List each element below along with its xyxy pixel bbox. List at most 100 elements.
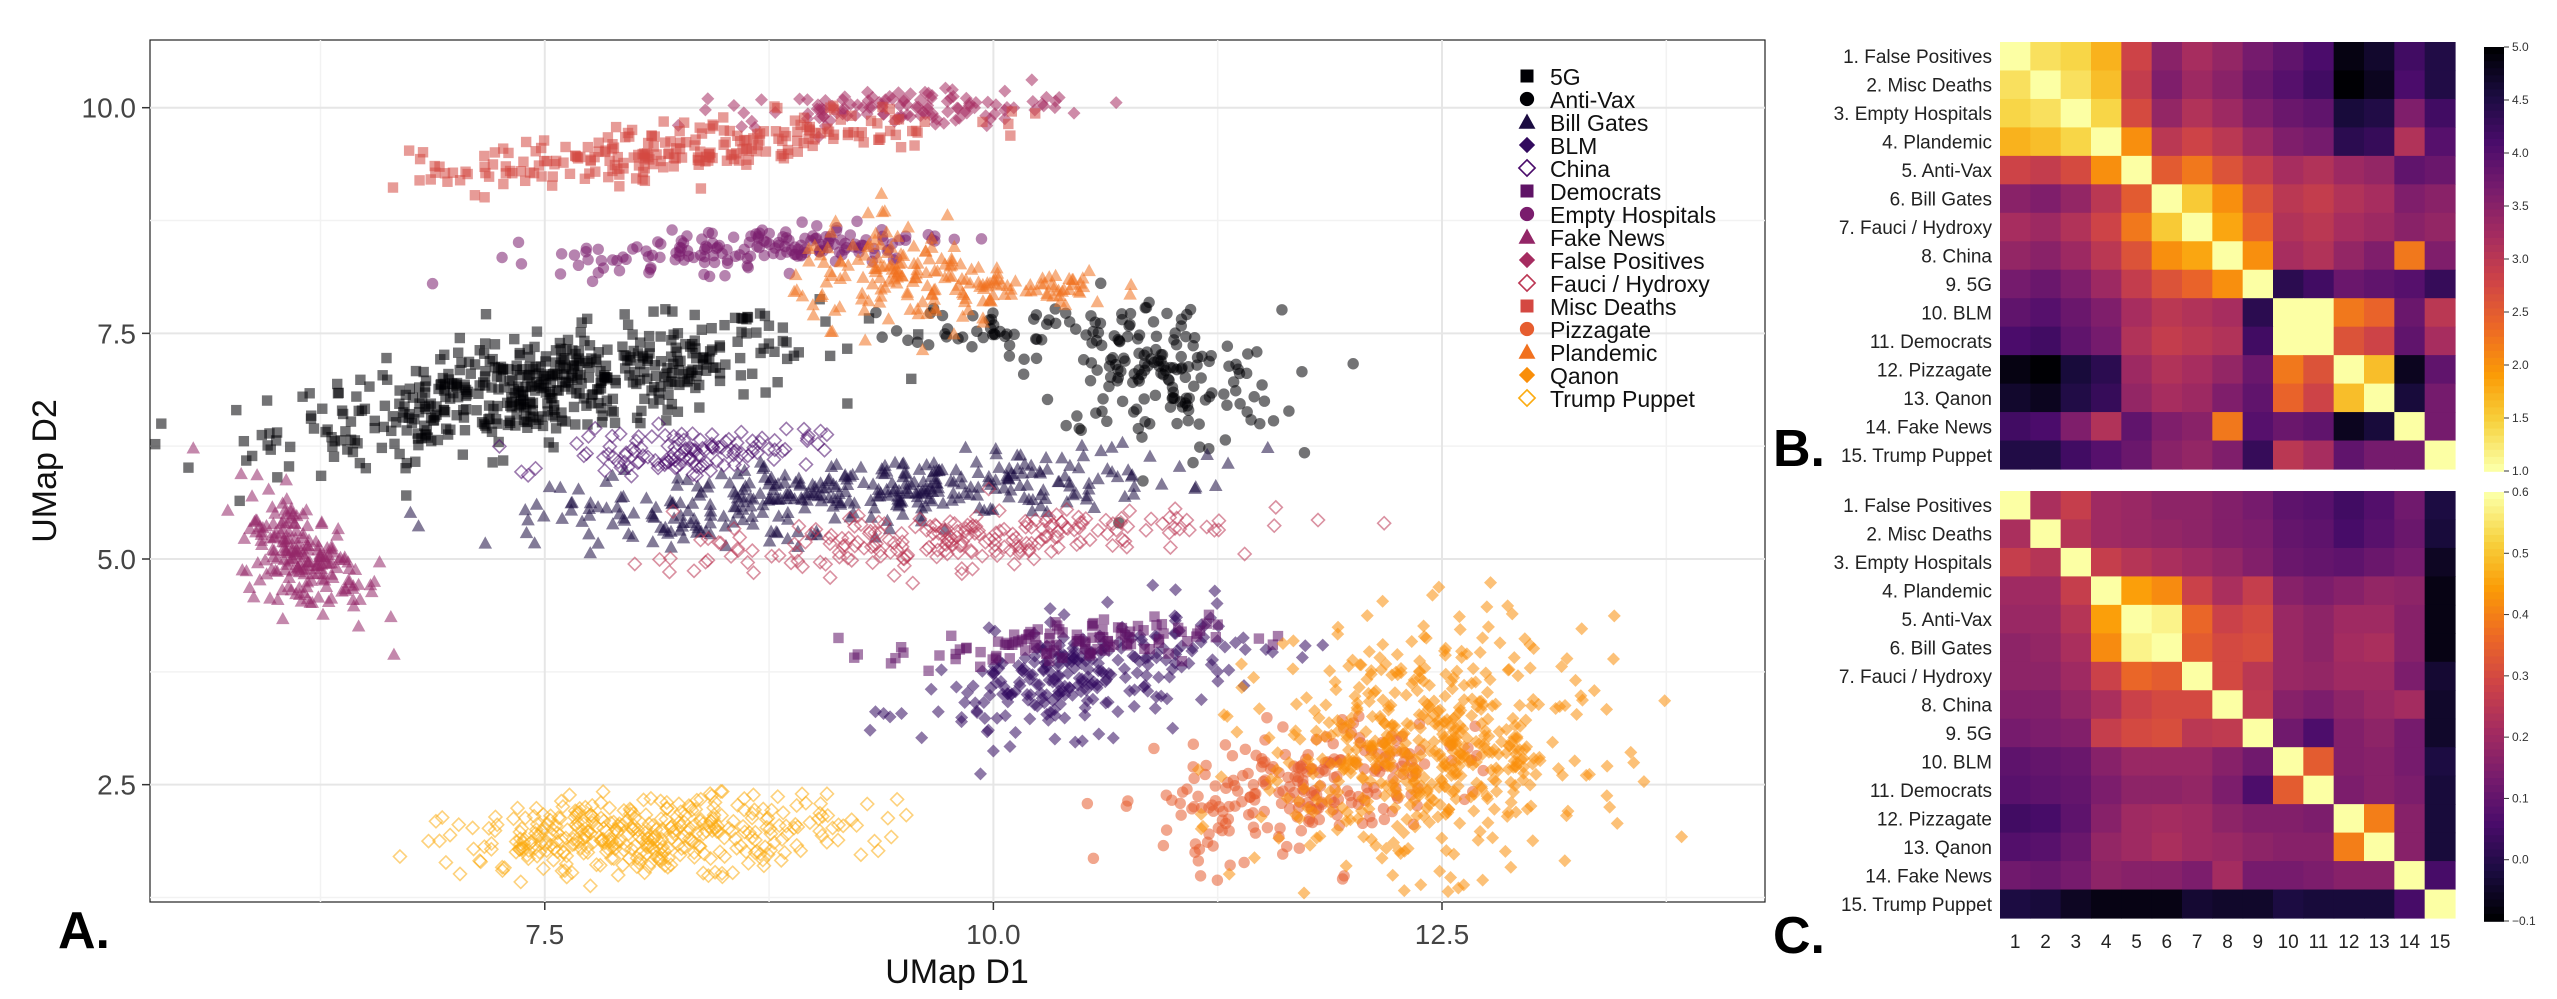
legend-marker [1519,206,1535,222]
heatmap-cell [2182,326,2213,356]
data-point [1257,756,1269,769]
heatmap-cell [2394,604,2426,634]
heatmap-cell [2212,42,2244,72]
heatmap-cell [2121,298,2153,328]
heatmap-cell [2030,42,2062,72]
heatmap-cell [2273,440,2304,470]
data-point [774,443,791,459]
data-point [618,445,634,461]
data-point [612,426,628,442]
data-point [627,443,643,460]
data-point [1172,622,1184,634]
heatmap-cell [2182,383,2213,413]
colorbar-segment [2484,492,2504,500]
heatmap-cell [2364,127,2395,157]
data-point [729,435,745,451]
data-point [1182,635,1193,647]
data-point [792,126,803,137]
heatmap-cell [2394,155,2426,185]
heatmap-cell [2030,576,2062,606]
heatmap-cell [2091,775,2122,805]
heatmap-cell [2394,519,2426,549]
data-point [556,415,568,426]
data-point [584,340,596,351]
data-point [927,264,942,277]
data-point [710,362,721,373]
heatmap-cell [2394,889,2426,919]
data-point [1008,328,1020,341]
data-point [1164,401,1177,413]
data-point [758,343,769,354]
heatmap-cell [2091,832,2122,862]
heatmap-cell [2273,184,2304,214]
data-point [692,152,704,163]
data-point [1149,651,1163,665]
data-point [1124,469,1139,482]
data-point [820,241,835,254]
data-point [798,456,814,473]
data-point [1124,626,1136,637]
heatmap-row-label: 1. False Positives [1843,496,1992,517]
data-point [555,511,569,524]
heatmap-cell [2303,604,2335,634]
heatmap-cell [2121,861,2153,891]
data-point [861,206,875,219]
data-point [507,374,518,386]
data-point [1075,672,1089,686]
data-point [351,391,362,402]
data-point [658,162,669,173]
data-point [751,327,762,338]
data-point [727,500,742,513]
colorbar-segment [2484,96,2504,105]
data-point [1254,417,1266,430]
data-point [861,525,877,541]
data-point [636,405,647,417]
data-point [981,481,997,497]
heatmap-cell [2394,98,2426,128]
colorbar-tick-label: 0.0 [2512,853,2529,867]
colorbar-segment [2484,407,2504,416]
heatmap-cell [2182,747,2213,777]
data-point [824,225,838,238]
heatmap-cell [2424,355,2456,385]
heatmap-cell [2424,832,2456,862]
data-point [1008,538,1025,554]
data-point [238,435,250,447]
data-point [758,126,770,137]
data-point [289,509,304,522]
data-point [729,312,741,324]
data-point [951,278,966,291]
data-point [803,124,815,135]
data-point [694,122,705,133]
data-point [1025,73,1039,87]
data-point [741,135,752,146]
data-point [311,566,325,580]
data-point [560,362,572,373]
data-point [856,127,867,138]
data-point [853,516,869,533]
heatmap-cell [2242,383,2274,413]
data-point [637,350,648,362]
data-point [903,87,917,101]
data-point [824,350,836,362]
data-point [754,93,768,107]
legend-marker [1519,91,1535,107]
heatmap-cell [2182,889,2213,919]
data-point [833,254,848,267]
data-point [462,168,473,180]
colorbar-segment [2484,584,2504,593]
heatmap-cell [2212,184,2244,214]
heatmap-cell [2000,42,2031,72]
heatmap-cell [2030,690,2062,720]
data-point [568,401,580,413]
data-point [627,243,639,255]
data-point [580,428,597,445]
data-point [492,400,503,412]
data-point [732,130,743,141]
data-point [547,171,558,182]
data-point [1097,624,1108,636]
data-point [907,475,921,488]
data-point [617,341,628,352]
data-point [799,430,816,446]
data-point [595,254,608,267]
